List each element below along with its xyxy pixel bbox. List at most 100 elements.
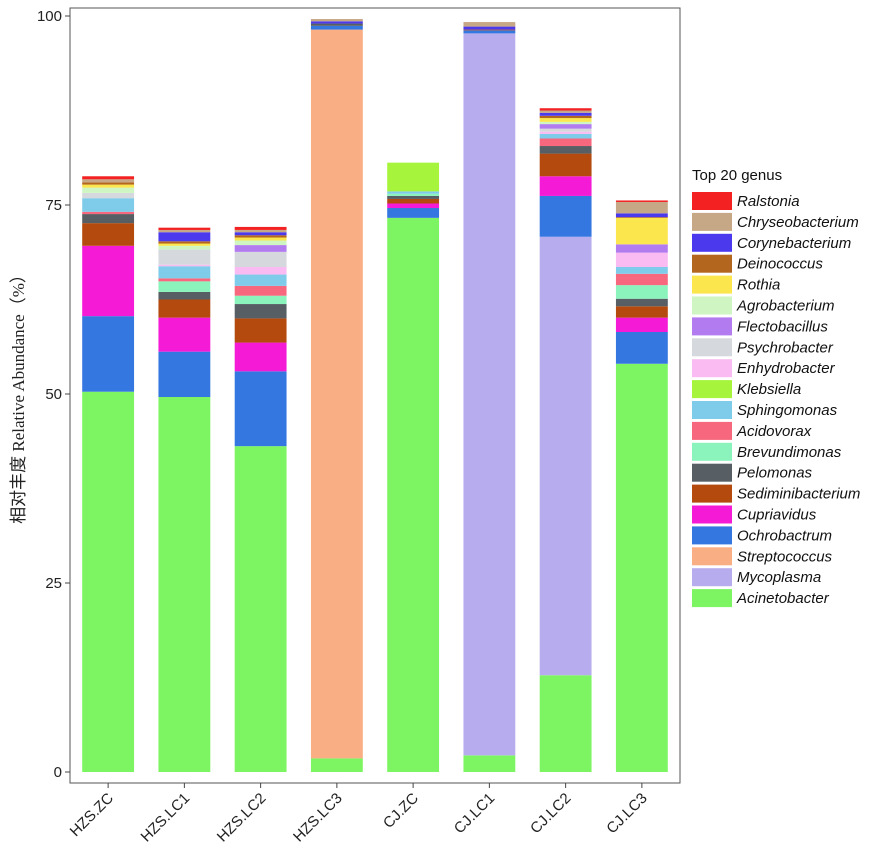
x-tick-label-cj-lc2: CJ.LC2 xyxy=(527,790,574,837)
x-tick-label-cj-lc3: CJ.LC3 xyxy=(603,790,650,837)
legend: Top 20 genus Ralstonia Chryseobacterium Co… xyxy=(692,167,860,608)
bar-segment-cj-lc2-psychrobacter xyxy=(539,128,592,132)
bar-segment-hzs-lc2-corynebacterium xyxy=(234,232,287,236)
bar-segment-cj-lc3-flectobacillus xyxy=(615,244,668,253)
bar-segment-cj-lc2-enhydrobacter xyxy=(539,131,592,134)
bar-segment-cj-lc2-ochrobactrum xyxy=(539,195,592,237)
bar-segment-hzs-lc2-cupriavidus xyxy=(234,342,287,372)
y-tick-label-0: 0 xyxy=(54,764,62,781)
bar-segment-cj-lc2-flectobacillus xyxy=(539,124,592,129)
bar-segment-hzs-lc3-pelomonas xyxy=(310,23,363,26)
legend-label-pelomonas: Pelomonas xyxy=(737,465,813,482)
legend-label-brevundimonas: Brevundimonas xyxy=(737,444,842,461)
legend-key-klebsiella xyxy=(692,380,732,399)
legend-key-sphingomonas xyxy=(692,401,732,419)
legend-label-acidovorax: Acidovorax xyxy=(736,423,812,440)
bar-segment-hzs-zc-acinetobacter xyxy=(82,391,135,772)
bar-segment-cj-lc3-enhydrobacter xyxy=(615,252,668,267)
bar-segment-hzs-lc1-corynebacterium xyxy=(158,232,211,242)
bar-segment-cj-lc3-chryseobacterium xyxy=(615,201,668,214)
legend-key-enhydrobacter xyxy=(692,359,732,378)
bar-segment-cj-zc-pelomonas xyxy=(387,195,440,199)
legend-label-cupriavidus: Cupriavidus xyxy=(737,507,817,524)
legend-label-klebsiella: Klebsiella xyxy=(737,381,801,398)
bar-segment-cj-lc2-agrobacterium xyxy=(539,121,592,125)
bar-segment-cj-lc2-corynebacterium xyxy=(539,112,592,116)
bar-segment-hzs-lc3-corynebacterium xyxy=(310,21,363,24)
bar-segment-hzs-lc3-ochrobactrum xyxy=(310,25,363,30)
bar-segment-cj-lc2-rothia xyxy=(539,118,592,122)
bar-segment-hzs-zc-deinococcus xyxy=(82,182,135,185)
bars-group xyxy=(82,19,668,773)
bar-segment-hzs-zc-acidovorax xyxy=(82,211,135,215)
legend-key-acidovorax xyxy=(692,421,732,440)
legend-key-agrobacterium xyxy=(692,296,732,315)
legend-key-mycoplasma xyxy=(692,568,732,587)
legend-label-deinococcus: Deinococcus xyxy=(737,256,823,273)
bar-segment-hzs-lc1-enhydrobacter xyxy=(158,264,211,267)
x-tick-label-hzs-lc2: HZS.LC2 xyxy=(214,790,270,846)
bar-segment-hzs-zc-sphingomonas xyxy=(82,198,135,212)
bar-segment-cj-lc3-ralstonia xyxy=(615,200,668,202)
bar-segment-cj-lc2-sphingomonas xyxy=(539,133,592,139)
bar-segment-cj-lc2-chryseobacterium xyxy=(539,110,592,113)
legend-key-sediminibacterium xyxy=(692,484,732,503)
bar-segment-hzs-lc1-ralstonia xyxy=(158,227,211,230)
bar-segment-hzs-lc1-sphingomonas xyxy=(158,266,211,279)
bar-segment-hzs-zc-ralstonia xyxy=(82,176,135,180)
bar-segment-hzs-lc2-agrobacterium xyxy=(234,240,287,246)
legend-label-ochrobactrum: Ochrobactrum xyxy=(737,527,832,544)
bar-segment-hzs-lc2-ralstonia xyxy=(234,226,287,230)
bar-segment-hzs-lc2-sediminibacterium xyxy=(234,318,287,343)
bar-segment-cj-lc2-ralstonia xyxy=(539,108,592,111)
bar-segment-hzs-zc-chryseobacterium xyxy=(82,179,135,183)
bar-segment-cj-lc3-corynebacterium xyxy=(615,213,668,218)
bar-segment-hzs-lc1-acidovorax xyxy=(158,278,211,282)
legend-label-corynebacterium: Corynebacterium xyxy=(737,235,851,252)
y-tick-label-75: 75 xyxy=(45,197,62,214)
x-axis: HZS.ZC HZS.LC1 HZS.LC2 HZS.LC3 CJ.ZC CJ.LC1 CJ… xyxy=(67,783,651,845)
bar-segment-hzs-zc-pelomonas xyxy=(82,214,135,224)
bar-segment-hzs-lc1-ochrobactrum xyxy=(158,351,211,398)
bar-segment-hzs-lc1-psychrobacter xyxy=(158,249,211,265)
bar-segment-cj-zc-acinetobacter xyxy=(387,217,440,773)
bar-segment-cj-lc3-deinococcus xyxy=(615,217,668,218)
legend-title: Top 20 genus xyxy=(692,167,782,184)
legend-key-acinetobacter xyxy=(692,589,732,608)
bar-segment-hzs-lc2-sphingomonas xyxy=(234,274,287,286)
legend-label-sediminibacterium: Sediminibacterium xyxy=(737,486,860,503)
legend-key-ralstonia xyxy=(692,192,732,210)
legend-key-ochrobactrum xyxy=(692,526,732,545)
bar-segment-cj-lc3-acidovorax xyxy=(615,273,668,286)
bar-segment-cj-lc3-cupriavidus xyxy=(615,317,668,332)
bar-segment-hzs-lc2-rothia xyxy=(234,237,287,241)
x-tick-label-hzs-lc3: HZS.LC3 xyxy=(290,790,346,846)
y-tick-label-50: 50 xyxy=(45,386,62,403)
bar-segment-cj-lc3-acinetobacter xyxy=(615,363,668,772)
legend-label-flectobacillus: Flectobacillus xyxy=(737,318,828,335)
bar-segment-hzs-lc1-cupriavidus xyxy=(158,317,211,352)
legend-key-pelomonas xyxy=(692,463,732,482)
legend-key-flectobacillus xyxy=(692,317,732,336)
bar-segment-cj-lc1-corynebacterium xyxy=(463,26,516,30)
bar-segment-cj-lc1-ochrobactrum xyxy=(463,30,516,34)
bar-segment-hzs-lc1-sediminibacterium xyxy=(158,299,211,318)
legend-label-enhydrobacter: Enhydrobacter xyxy=(737,360,836,377)
bar-segment-cj-zc-brevundimonas xyxy=(387,193,440,196)
legend-label-psychrobacter: Psychrobacter xyxy=(737,339,834,356)
legend-key-streptococcus xyxy=(692,547,732,566)
bar-segment-hzs-lc1-brevundimonas xyxy=(158,281,211,292)
bar-segment-cj-lc2-sediminibacterium xyxy=(539,153,592,177)
bar-segment-hzs-lc3-streptococcus xyxy=(310,29,363,759)
bar-segment-cj-zc-sphingomonas xyxy=(387,191,440,194)
bar-segment-cj-zc-klebsiella xyxy=(387,162,440,192)
bar-segment-cj-lc1-chryseobacterium xyxy=(463,22,516,27)
legend-label-agrobacterium: Agrobacterium xyxy=(736,298,835,315)
legend-key-chryseobacterium xyxy=(692,212,732,231)
bar-segment-cj-lc1-acinetobacter xyxy=(463,755,516,772)
bar-segment-hzs-lc2-psychrobacter xyxy=(234,251,287,267)
bar-segment-hzs-lc1-agrobacterium xyxy=(158,245,211,250)
bar-segment-hzs-zc-sediminibacterium xyxy=(82,223,135,246)
bar-segment-cj-lc3-pelomonas xyxy=(615,298,668,307)
legend-label-acinetobacter: Acinetobacter xyxy=(736,590,830,607)
